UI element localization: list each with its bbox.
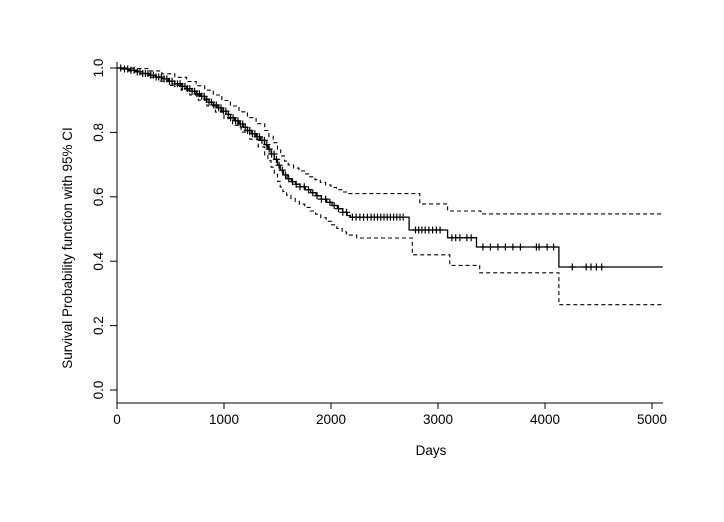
x-tick-labels: 0 1000 2000 3000 4000 5000 <box>113 412 667 427</box>
x-tick-label: 2000 <box>316 412 346 427</box>
censor-marks <box>117 64 606 271</box>
x-tick-label: 5000 <box>637 412 667 427</box>
y-tick-label: 0.4 <box>91 251 106 270</box>
y-tick-label: 0.6 <box>91 187 106 206</box>
x-tick-label: 3000 <box>423 412 453 427</box>
lower-ci-line <box>117 67 663 306</box>
axes <box>110 62 663 409</box>
y-tick-labels: 0.0 0.2 0.4 0.6 0.8 1.0 <box>91 59 106 400</box>
x-tick-label: 1000 <box>209 412 239 427</box>
km-curve-line <box>117 67 663 268</box>
x-tick-label: 0 <box>113 412 121 427</box>
y-tick-label: 1.0 <box>91 59 106 78</box>
x-axis-label: Days <box>416 443 447 458</box>
y-tick-label: 0.2 <box>91 316 106 335</box>
y-tick-label: 0.8 <box>91 123 106 142</box>
x-tick-label: 4000 <box>530 412 560 427</box>
y-tick-label: 0.0 <box>91 381 106 400</box>
upper-ci-line <box>117 67 663 215</box>
y-axis-label: Survival Probability function with 95% C… <box>60 127 75 369</box>
